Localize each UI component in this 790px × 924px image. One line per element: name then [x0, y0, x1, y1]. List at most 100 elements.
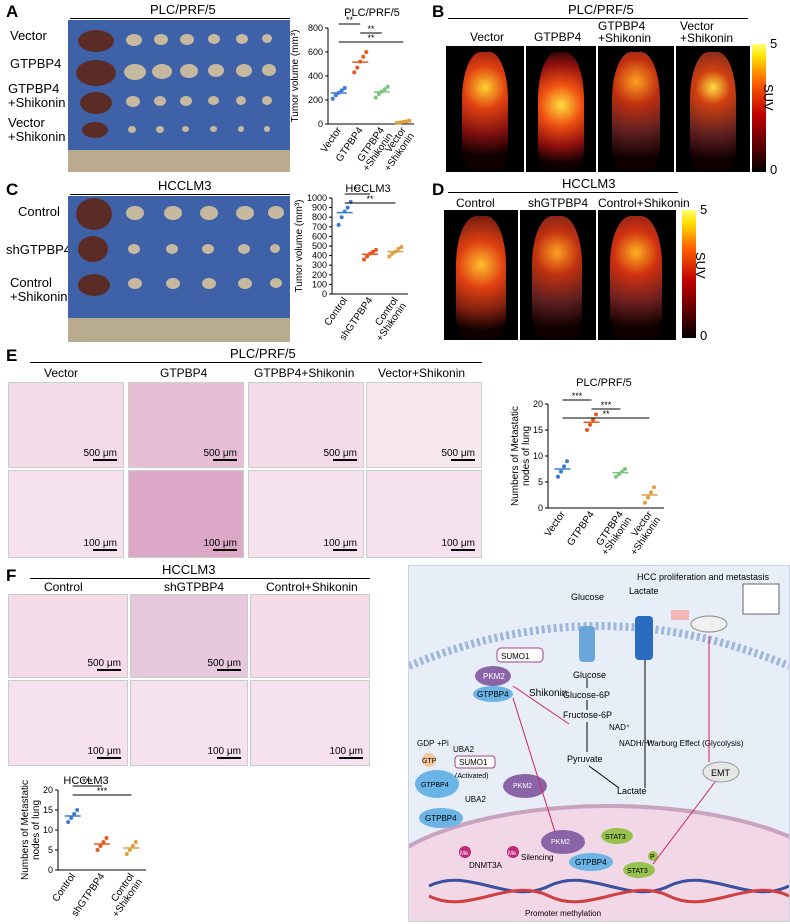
y-axis-label-line: nodes of lung	[521, 426, 532, 486]
gtp-node	[422, 753, 436, 767]
significance-label: **	[602, 409, 610, 419]
y-axis-label-line: Numbers of Metastatic	[510, 406, 521, 506]
scale-label: 500 μm	[203, 448, 237, 459]
stat3-phospho-node	[623, 862, 655, 878]
label-gdp: GDP	[417, 739, 434, 748]
sumo1-box	[496, 647, 544, 663]
he-f-control-low: 500 μm	[8, 594, 128, 678]
data-point	[342, 86, 347, 90]
data-point	[585, 428, 589, 432]
data-point	[98, 844, 103, 848]
liver-icon	[742, 583, 780, 615]
dna-strand	[428, 888, 789, 904]
y-axis-label: Numbers of Metastaticnodes of lung	[510, 406, 532, 506]
data-point	[374, 247, 378, 252]
data-point	[623, 467, 627, 471]
pathway-svg: Glucose Glucose Glucose-6P Fructose-6P N…	[409, 572, 789, 921]
data-point	[66, 820, 71, 824]
label-warburg: Warburg Effect (Glycolysis)	[647, 739, 744, 748]
pkm2-dimeric-nuclear	[541, 830, 585, 854]
label-dnmt3a: DNMT3A	[469, 861, 503, 870]
data-point	[559, 469, 563, 474]
x-tick-label: Vector	[543, 509, 569, 539]
chart-a: PLC/PRF/5 0 200 400 600 800 Tumor volume (mm³…	[290, 7, 417, 170]
label-nadh: NADH/H⁺	[619, 739, 654, 748]
row-label-control: Control	[18, 204, 60, 219]
y-tick-label: 10	[533, 451, 543, 461]
panel-b-title: PLC/PRF/5	[568, 2, 634, 17]
data-point	[339, 88, 344, 93]
chart-e-title: PLC/PRF/5	[576, 377, 632, 389]
label-me-2: Me	[508, 851, 517, 857]
data-point	[387, 254, 392, 259]
y-tick-label: 800	[312, 212, 327, 222]
gtpbp4-node	[473, 686, 513, 702]
suv-d-min: 0	[700, 328, 708, 343]
he-e-col-vector-shikonin: Vector+Shikonin	[378, 366, 466, 380]
label-gtpbp4: GTPBP4	[477, 690, 509, 699]
gtpbp4-activated-node	[415, 770, 459, 798]
x-tick-label-line: GTPBP4	[565, 509, 597, 548]
label-promoter: Promoter methylation	[525, 909, 601, 918]
gtpbp4-nuclear-node	[419, 808, 463, 828]
data-point	[133, 840, 138, 844]
y-axis-label-line: Tumor volume (mm³)	[290, 30, 301, 123]
x-tick-label: Vector+Shikonin	[621, 509, 664, 558]
pkm2-node	[475, 666, 511, 686]
stat3-node	[601, 828, 633, 844]
cell-membrane	[409, 622, 789, 670]
scale-label: 100 μm	[83, 538, 117, 549]
y-tick-label: 5	[538, 477, 543, 487]
y-axis-label: Tumor volume (mm³)	[294, 200, 305, 293]
x-tick-label-line: Vector	[543, 509, 569, 539]
chart-c-title: HCCLM3	[345, 183, 390, 195]
significance-label: **	[354, 185, 362, 195]
y-tick-label: 20	[43, 785, 53, 795]
he-f-col-shgtpbp4: shGTPBP4	[164, 580, 225, 594]
label-stat3-2: STAT3	[627, 868, 648, 875]
pet-b-vector-shikonin	[676, 46, 750, 172]
y-axis-label-line: nodes of lung	[31, 800, 42, 860]
panel-f-title-rule	[30, 578, 370, 579]
data-point	[124, 852, 129, 856]
data-point	[333, 93, 338, 98]
x-tick-label: GTPBP4	[565, 509, 597, 548]
significance-label: ***	[572, 391, 583, 401]
panel-label-f: F	[6, 566, 17, 585]
y-tick-label: 400	[312, 251, 327, 261]
label-shikonin: Shikonin	[529, 688, 567, 699]
pet-b-gtpbp4	[526, 46, 596, 172]
he-f-col-control: Control	[44, 580, 83, 594]
emt-node	[702, 761, 740, 783]
he-e-col-gtpbp4: GTPBP4	[160, 366, 208, 380]
pet-b-col-gtpbp4: GTPBP4	[534, 30, 582, 44]
y-tick-label: 1000	[307, 193, 327, 203]
chart-a-title: PLC/PRF/5	[344, 7, 400, 19]
y-axis-label: Tumor volume (mm³)	[290, 30, 301, 123]
y-tick-label: 600	[308, 47, 323, 57]
scale-label: 100 μm	[87, 746, 121, 757]
data-point	[339, 215, 344, 220]
he-f-control-shikonin-high: 100 μm	[250, 680, 370, 766]
tumor-photo-a	[68, 20, 290, 172]
row-label-vector: Vector	[10, 28, 47, 43]
row-label-gtpbp4: GTPBP4	[10, 56, 62, 71]
he-e-gtpbp4-shikonin-low: 500 μm	[248, 382, 364, 468]
he-e-vector-low: 500 μm	[8, 382, 124, 468]
pet-d-control	[444, 210, 518, 340]
significance-label: **	[367, 33, 375, 43]
data-point	[75, 808, 80, 812]
data-point	[652, 485, 656, 490]
y-axis-label: Numbers of Metastaticnodes of lung	[20, 780, 42, 880]
data-point	[382, 87, 387, 92]
data-point	[69, 816, 74, 820]
label-uba2: UBA2	[453, 745, 474, 754]
significance-label: **	[367, 24, 375, 34]
scale-label: 500 μm	[441, 448, 475, 459]
label-lactate-bottom: Lactate	[617, 786, 647, 796]
data-point	[104, 836, 109, 840]
data-point	[588, 422, 592, 427]
